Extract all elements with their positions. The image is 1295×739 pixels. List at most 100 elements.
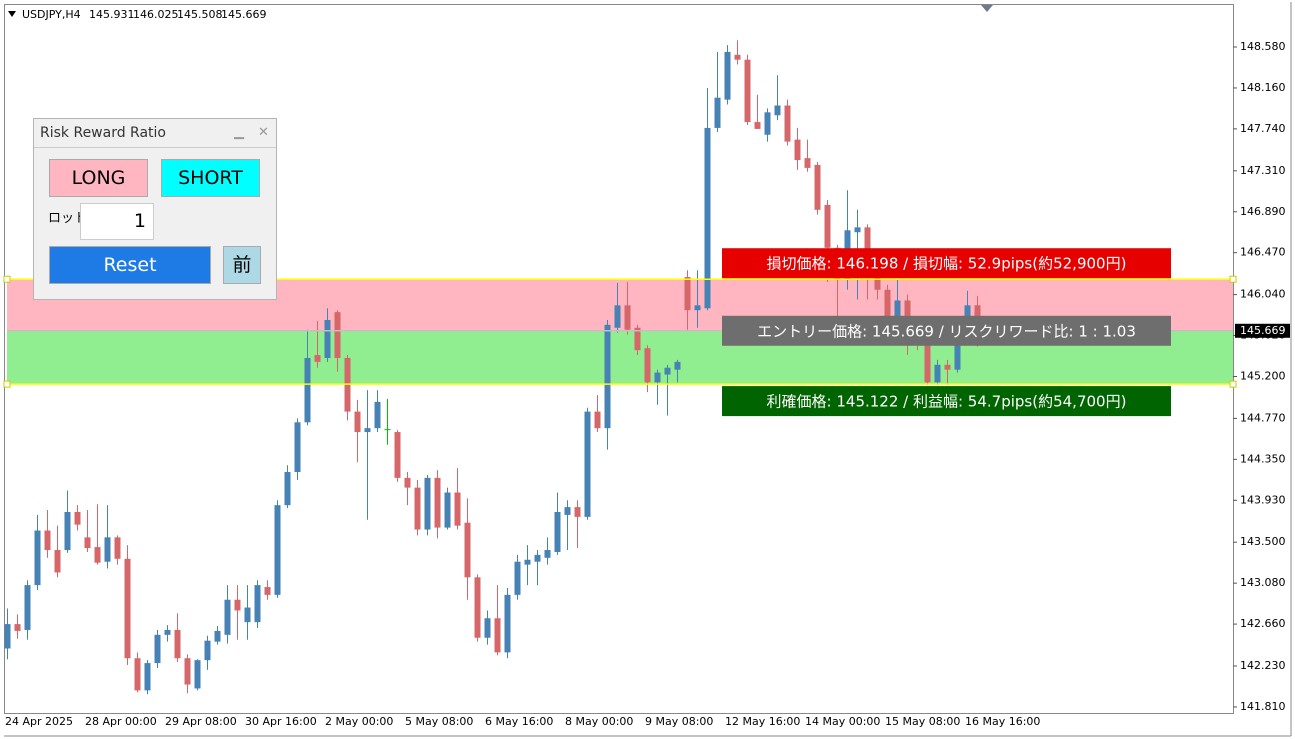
lot-input[interactable]: 1	[80, 203, 154, 240]
candle-body	[354, 411, 361, 433]
candle-body	[304, 357, 311, 423]
candle-body	[394, 432, 401, 478]
long-button[interactable]: LONG	[49, 159, 148, 197]
candle-body	[274, 505, 281, 595]
candle-body	[534, 554, 541, 562]
candle-body	[764, 112, 771, 135]
candle-body	[634, 327, 641, 351]
minimize-button[interactable]: ▁	[234, 125, 244, 140]
candle-body	[704, 127, 711, 309]
candle-body	[644, 348, 651, 383]
candle-body	[404, 477, 411, 488]
y-tick-label: 147.310	[1240, 164, 1286, 177]
candle-body	[124, 558, 131, 659]
candle-body	[464, 522, 471, 578]
candle-body	[24, 585, 31, 630]
candle-body	[884, 289, 891, 320]
candle-body	[14, 624, 21, 631]
candle-body	[624, 305, 631, 330]
entry-label: エントリー価格: 145.669 / リスクリワード比: 1 : 1.03	[757, 322, 1136, 340]
candle-body	[144, 663, 151, 691]
header-low: 145.508	[177, 8, 223, 21]
candle-body	[814, 164, 821, 210]
candle-body	[64, 511, 71, 551]
candle-body	[374, 401, 381, 429]
x-tick-label: 5 May 08:00	[405, 715, 473, 728]
candle-body	[484, 618, 491, 638]
take_profit-label: 利確価格: 145.122 / 利益幅: 54.7pips(約54,700円)	[767, 393, 1127, 411]
y-tick-label: 146.890	[1240, 205, 1286, 218]
y-tick-label: 145.200	[1240, 369, 1286, 382]
candle-body	[434, 477, 441, 528]
x-tick-label: 30 Apr 16:00	[245, 715, 317, 728]
y-tick-label: 141.810	[1240, 700, 1286, 713]
candle-body	[264, 587, 271, 595]
x-tick-label: 12 May 16:00	[725, 715, 800, 728]
y-tick-label: 148.580	[1240, 40, 1286, 53]
candle-body	[864, 227, 871, 250]
candle-body	[454, 492, 461, 526]
zone-handle	[1229, 275, 1237, 283]
candle-body	[414, 487, 421, 530]
x-tick-label: 24 Apr 2025	[5, 715, 73, 728]
x-tick-label: 28 Apr 00:00	[85, 715, 157, 728]
candle-body	[204, 640, 211, 661]
zone-handle	[1229, 380, 1237, 388]
y-tick-label: 147.740	[1240, 122, 1286, 135]
entry-label-box	[722, 315, 1171, 346]
stop_loss-label: 損切価格: 146.198 / 損切幅: 52.9pips(約52,900円)	[767, 255, 1127, 273]
candle-body	[314, 355, 321, 362]
header-high: 146.025	[133, 8, 179, 21]
y-tick-label: 143.080	[1240, 576, 1286, 589]
candle-body	[804, 158, 811, 168]
prev-button[interactable]: 前	[223, 246, 261, 284]
candle-body	[934, 364, 941, 383]
short-button[interactable]: SHORT	[161, 159, 260, 197]
candle-body	[74, 511, 81, 525]
current-price-box	[1235, 323, 1290, 338]
x-tick-label: 2 May 00:00	[325, 715, 393, 728]
candle-body	[154, 634, 161, 664]
candle-body	[524, 559, 531, 565]
candle-body	[734, 54, 741, 60]
candle-body	[444, 492, 451, 528]
candle-body	[254, 585, 261, 623]
candle-body	[424, 477, 431, 530]
x-tick-label: 16 May 16:00	[965, 715, 1040, 728]
candle-body	[954, 330, 961, 370]
y-tick-label: 144.770	[1240, 411, 1286, 424]
menu-arrow[interactable]	[8, 11, 16, 17]
candle-body	[384, 429, 391, 431]
close-button[interactable]: ✕	[258, 125, 269, 140]
candle-body	[654, 372, 661, 383]
candle-body	[84, 537, 91, 549]
panel-title-bar: Risk Reward Ratio ▁ ✕	[34, 119, 276, 148]
candle-body	[824, 204, 831, 248]
y-tick-label: 148.160	[1240, 81, 1286, 94]
candle-body	[44, 530, 51, 551]
candle-body	[184, 658, 191, 685]
candle-body	[134, 658, 141, 691]
candle-body	[944, 364, 951, 370]
x-tick-label: 29 Apr 08:00	[165, 715, 237, 728]
y-tick-label: 142.230	[1240, 659, 1286, 672]
candle-body	[194, 660, 201, 689]
candle-body	[584, 411, 591, 517]
lot-label: ロット	[48, 211, 88, 226]
candle-body	[874, 275, 881, 290]
candle-body	[164, 629, 171, 635]
panel-title: Risk Reward Ratio	[40, 125, 166, 141]
candle-body	[754, 122, 761, 129]
candle-body	[714, 97, 721, 128]
candle-body	[664, 367, 671, 375]
candle-body	[724, 51, 731, 100]
reset-button[interactable]: Reset	[49, 246, 211, 284]
candle-body	[334, 312, 341, 358]
x-tick-label: 15 May 08:00	[885, 715, 960, 728]
header-open: 145.931	[89, 8, 135, 21]
stop_loss-label-box	[722, 248, 1171, 279]
y-tick-label: 144.350	[1240, 452, 1286, 465]
candle-body	[474, 577, 481, 638]
